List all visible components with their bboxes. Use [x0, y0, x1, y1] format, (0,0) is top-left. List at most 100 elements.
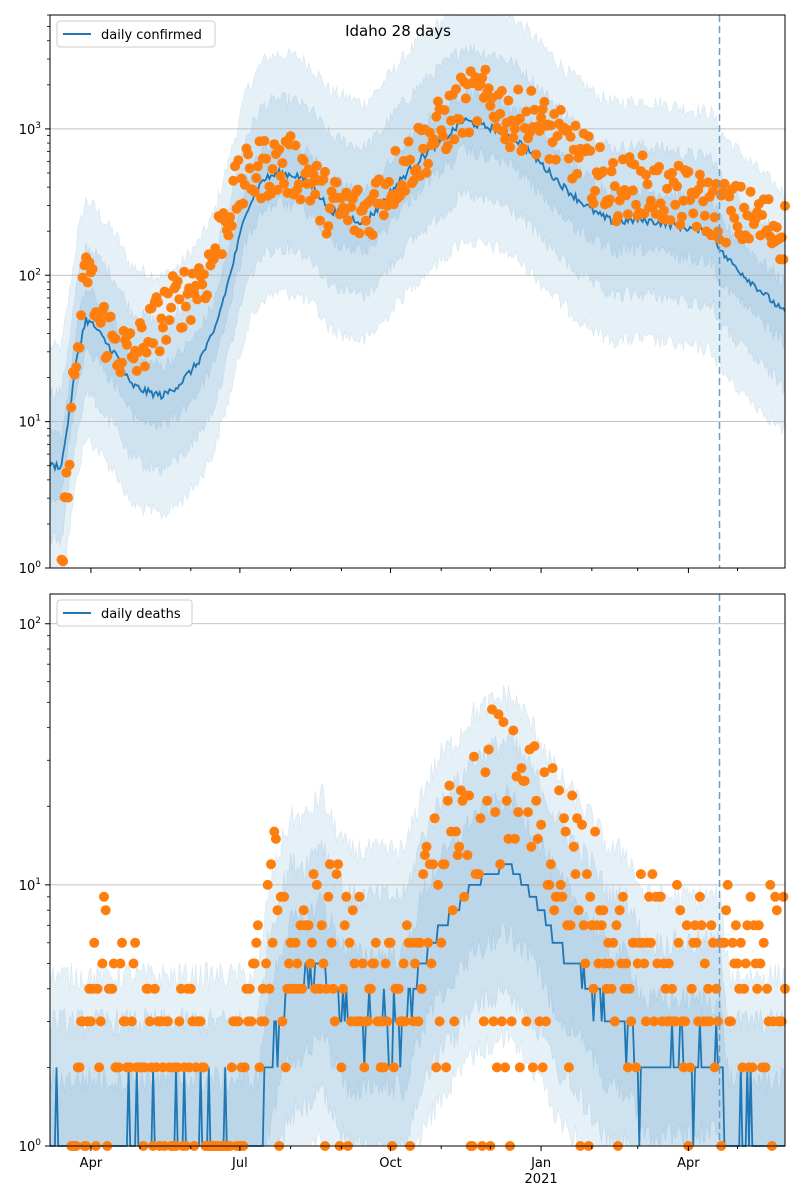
observed-point-2020-12-19 — [514, 113, 525, 124]
observed-point-2021-02-08 — [598, 166, 609, 177]
observed-point-2021-01-04 — [541, 1016, 551, 1027]
observed-point-2020-12-24 — [523, 807, 533, 818]
observed-point-2020-12-04 — [490, 807, 501, 818]
legend-label-daily-confirmed: daily confirmed — [101, 28, 202, 43]
observed-point-2020-11-30 — [483, 744, 494, 755]
observed-point-2020-06-01 — [185, 315, 196, 326]
observed-point-2020-03-30 — [82, 277, 93, 288]
observed-point-2021-01-11 — [552, 131, 563, 141]
observed-point-2021-01-22 — [570, 120, 581, 131]
observed-point-2020-06-01 — [185, 983, 196, 994]
observed-point-2020-06-30 — [233, 155, 244, 166]
observed-point-2020-09-27 — [378, 1062, 389, 1073]
observed-point-2020-08-09 — [298, 155, 309, 166]
observed-point-2021-01-19 — [565, 131, 576, 142]
observed-point-2021-03-11 — [649, 1016, 659, 1027]
observed-point-2020-04-02 — [87, 264, 98, 274]
observed-point-2021-04-08 — [694, 169, 705, 180]
observed-point-2020-12-08 — [496, 85, 507, 96]
observed-point-2021-01-10 — [550, 154, 561, 165]
observed-point-2021-03-06 — [640, 1016, 651, 1027]
observed-point-2020-05-10 — [149, 983, 160, 994]
observed-point-2021-02-22 — [621, 958, 632, 969]
observed-point-2021-02-13 — [606, 166, 617, 177]
observed-point-2020-04-05 — [92, 983, 103, 994]
observed-point-2021-04-13 — [703, 177, 714, 188]
observed-point-2021-04-06 — [691, 937, 702, 948]
observed-point-2020-10-27 — [428, 859, 439, 870]
observed-point-2020-04-07 — [95, 317, 106, 328]
observed-point-2020-10-10 — [400, 185, 411, 196]
observed-point-2020-08-01 — [285, 131, 296, 142]
observed-point-2020-11-05 — [442, 140, 453, 151]
observed-point-2020-10-31 — [434, 1016, 445, 1027]
observed-point-2020-05-07 — [144, 1016, 155, 1027]
observed-point-2021-05-28 — [776, 1016, 787, 1027]
observed-point-2020-10-21 — [418, 143, 429, 154]
observed-point-2021-04-13 — [703, 983, 714, 994]
observed-point-2021-03-15 — [655, 891, 666, 902]
observed-point-2020-08-28 — [329, 1016, 340, 1027]
observed-point-2020-08-17 — [311, 879, 322, 890]
observed-point-2021-01-06 — [544, 879, 555, 890]
observed-point-2020-07-27 — [277, 1016, 288, 1027]
observed-point-2020-12-16 — [509, 123, 520, 134]
observed-point-2020-10-23 — [421, 841, 432, 852]
observed-point-2021-04-11 — [699, 958, 710, 969]
observed-point-2020-06-09 — [198, 1062, 209, 1073]
observed-point-2020-07-21 — [267, 937, 278, 948]
y-tick-label-100: 102 — [19, 616, 41, 633]
x-tick-sublabel-2021-01-01: 2021 — [525, 1172, 558, 1187]
observed-point-2020-05-13 — [154, 346, 165, 357]
observed-point-2021-03-27 — [675, 219, 686, 230]
observed-point-2020-05-27 — [177, 322, 188, 333]
observed-point-2020-12-14 — [506, 1016, 517, 1027]
observed-point-2021-01-31 — [585, 891, 596, 902]
observed-point-2020-10-23 — [421, 167, 432, 178]
y-tick-label-10: 101 — [19, 414, 41, 431]
observed-point-2020-03-26 — [76, 310, 87, 321]
observed-point-2020-05-28 — [179, 266, 190, 277]
observed-point-2021-02-17 — [613, 211, 623, 222]
observed-point-2020-05-14 — [156, 313, 167, 324]
observed-point-2020-07-11 — [251, 173, 262, 183]
observed-point-2020-08-04 — [290, 140, 301, 151]
observed-point-2020-07-13 — [254, 1062, 265, 1073]
observed-point-2020-10-30 — [433, 96, 443, 107]
observed-point-2020-04-19 — [115, 958, 126, 969]
confirmed-plot-frame — [49, 14, 786, 569]
observed-point-2020-09-05 — [342, 215, 353, 226]
observed-point-2021-05-28 — [776, 232, 787, 243]
observed-point-2020-08-13 — [305, 958, 316, 969]
deaths-plot-frame — [49, 593, 786, 1147]
observed-point-2020-11-27 — [478, 1016, 489, 1027]
observed-point-2020-07-19 — [264, 983, 275, 994]
observed-point-2021-04-29 — [729, 213, 740, 223]
observed-point-2021-01-08 — [547, 763, 558, 774]
deaths-legend: daily deaths — [56, 599, 193, 627]
observed-point-2020-08-25 — [324, 859, 335, 870]
observed-point-2021-05-20 — [763, 194, 774, 205]
observed-point-2021-03-09 — [645, 937, 656, 948]
observed-point-2020-12-09 — [498, 717, 509, 728]
chart-title: Idaho 28 days — [345, 22, 451, 40]
observed-point-2020-10-10 — [400, 1016, 411, 1027]
observed-point-2020-10-24 — [423, 937, 434, 948]
observed-point-2020-05-05 — [141, 347, 152, 358]
observed-point-2021-02-23 — [622, 209, 633, 220]
observed-point-2020-08-09 — [298, 905, 309, 916]
observed-point-2020-05-15 — [158, 322, 168, 333]
observed-point-2020-12-13 — [505, 142, 515, 153]
observed-point-2020-10-16 — [410, 958, 420, 969]
observed-point-2020-12-28 — [529, 741, 540, 752]
observed-point-2021-02-26 — [627, 185, 638, 196]
observed-point-2020-10-19 — [415, 937, 425, 948]
observed-point-2020-07-27 — [277, 158, 288, 169]
observed-point-2020-09-20 — [367, 229, 378, 240]
observed-point-2020-07-12 — [252, 161, 263, 172]
observed-point-2020-03-25 — [74, 1062, 85, 1073]
observed-point-2020-09-06 — [344, 937, 355, 948]
y-tick-exponent-10: 1 — [35, 414, 41, 424]
observed-point-2021-01-13 — [555, 105, 566, 115]
observed-point-2021-02-28 — [631, 199, 641, 210]
